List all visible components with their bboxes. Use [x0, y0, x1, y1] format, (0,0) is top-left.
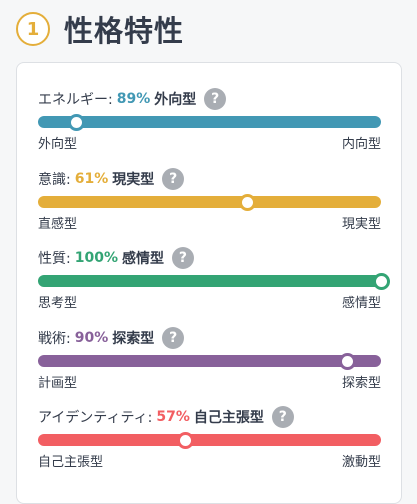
trait-knob [373, 273, 390, 290]
right-pole: 感情型 [341, 296, 381, 311]
traits-card: エネルギー: 89% 外向型? 外向型 内向型 意識: 61% 現実型? 直感型 現実型 性質: 10… [16, 62, 402, 504]
help-button[interactable]: ? [162, 326, 185, 349]
left-pole: 計画型 [38, 375, 78, 391]
page: 1 性格特性 エネルギー: 89% 外向型? 外向型 内向型 意識: 61% 現実型? 直感型現… [16, 8, 402, 504]
trait-label: 意識: [38, 171, 71, 188]
trait-row: アイデンティティ: 57% 自己主張型? 自己主張型 激動型 [38, 405, 381, 470]
trait-label-line: エネルギー: 89% 外向型? [38, 87, 381, 111]
trait-ends: 思考型 感情型 [38, 292, 381, 311]
trait-row: 戦術: 90% 探索型? 計画型 探索型 [38, 326, 381, 391]
trait-knob [67, 114, 85, 131]
trait-ends: 外向型 内向型 [38, 133, 381, 152]
trait-percent: 100% [74, 250, 118, 266]
left-pole: 直感型 [38, 216, 78, 232]
help-button[interactable]: ? [271, 406, 294, 428]
section-title: 性格特性 [64, 14, 185, 48]
trait-ends: 自己主張型 激動型 [38, 451, 381, 470]
trait-percent: 90% [74, 329, 109, 346]
trait-label: エネルギー: [38, 92, 113, 108]
trait-label: 戦術: [38, 330, 71, 347]
trait-label: 性質: [38, 251, 71, 267]
trait-bar [38, 193, 381, 211]
trait-percent: 57% [156, 409, 190, 425]
trait-percent: 89% [116, 91, 151, 107]
right-pole: 探索型 [341, 375, 381, 391]
left-pole: 自己主張型 [38, 455, 104, 470]
help-button[interactable]: ? [171, 247, 194, 269]
trait-knob [177, 432, 195, 449]
trait-label-line: 意識: 61% 現実型? [38, 167, 381, 191]
trait-type: 探索型 [112, 330, 155, 347]
trait-type: 感情型 [121, 251, 164, 267]
trait-bar [38, 273, 390, 290]
trait-row: 性質: 100% 感情型? 思考型 感情型 [38, 246, 390, 311]
trait-ends: 計画型 探索型 [38, 372, 381, 391]
trait-label-line: アイデンティティ: 57% 自己主張型? [38, 405, 381, 429]
trait-bar [38, 352, 381, 370]
section-number: 1 [16, 12, 50, 46]
header: 1 性格特性 [16, 8, 184, 50]
help-button[interactable]: ? [204, 88, 227, 110]
left-pole: 外向型 [38, 137, 78, 152]
trait-row: エネルギー: 89% 外向型? 外向型 内向型 [38, 87, 381, 152]
trait-ends: 直感型 現実型 [38, 213, 381, 232]
trait-knob [239, 193, 257, 211]
trait-type: 外向型 [154, 92, 197, 108]
trait-row: 意識: 61% 現実型? 直感型 現実型 [38, 167, 381, 232]
right-pole: 現実型 [341, 216, 381, 232]
trait-bar [38, 114, 381, 131]
right-pole: 内向型 [341, 137, 381, 152]
trait-percent: 61% [74, 170, 109, 187]
trait-knob [338, 352, 356, 370]
trait-bar [38, 432, 381, 449]
trait-type: 現実型 [112, 171, 155, 188]
trait-label-line: 戦術: 90% 探索型? [38, 326, 381, 350]
right-pole: 激動型 [341, 455, 381, 470]
trait-type: 自己主張型 [193, 410, 264, 426]
left-pole: 思考型 [38, 296, 78, 311]
trait-label-line: 性質: 100% 感情型? [38, 246, 381, 270]
trait-label: アイデンティティ: [38, 410, 153, 426]
help-button[interactable]: ? [162, 167, 185, 190]
